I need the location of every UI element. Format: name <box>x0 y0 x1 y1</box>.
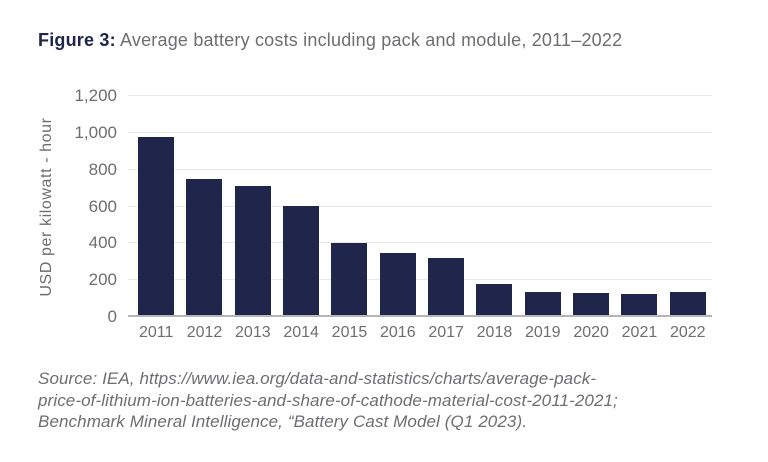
x-tick-label: 2021 <box>621 324 658 341</box>
figure-title: Figure 3: Average battery costs includin… <box>38 30 622 51</box>
gridline <box>128 95 712 96</box>
x-tick-label: 2012 <box>186 324 223 341</box>
y-axis-title: USD per kilowatt - hour <box>38 117 55 297</box>
y-tick-label: 400 <box>88 233 117 253</box>
source-line: Benchmark Mineral Intelligence, “Battery… <box>38 412 528 431</box>
figure-title-text: Average battery costs including pack and… <box>115 30 623 50</box>
bar-slot <box>567 96 615 317</box>
bar-slot <box>664 96 712 317</box>
gridline <box>128 279 712 281</box>
bar-slot <box>374 96 422 317</box>
bar-slot <box>470 96 518 317</box>
bar-2017 <box>428 258 465 317</box>
bar-slot <box>615 96 663 317</box>
bar-2011 <box>138 136 175 317</box>
x-axis-labels: 2011 2012 2013 2014 2015 2016 2017 2018 2019 2020… <box>132 324 712 342</box>
source-line: Source: IEA, https://www.iea.org/data-an… <box>38 369 597 388</box>
gridline <box>128 242 712 244</box>
source-note: Source: IEA, https://www.iea.org/data-an… <box>38 368 618 433</box>
y-tick-label: 1,000 <box>74 122 117 142</box>
bar-slot <box>180 96 228 317</box>
bar-2012 <box>186 179 223 317</box>
bar-2018 <box>476 284 513 317</box>
x-tick-label: 2022 <box>669 324 706 341</box>
x-axis-line <box>128 315 712 317</box>
bar-slot <box>132 96 180 317</box>
gridline <box>128 205 712 207</box>
y-tick-label: 200 <box>88 270 117 290</box>
x-tick-label: 2020 <box>573 324 609 341</box>
x-tick-label: 2018 <box>476 324 513 341</box>
bar-2020 <box>573 293 610 317</box>
x-tick-label: 2014 <box>283 324 319 341</box>
bar-slot <box>422 96 470 317</box>
bar-series <box>132 96 712 317</box>
y-tick-label: 0 <box>107 307 117 326</box>
bar-slot <box>277 96 325 317</box>
bar-2015 <box>331 243 368 317</box>
y-tick-label: 600 <box>88 196 117 216</box>
bar-2021 <box>621 294 658 317</box>
y-tick-label: 1,200 <box>74 86 117 105</box>
x-tick-label: 2013 <box>235 324 271 341</box>
figure-number-label: Figure 3: <box>38 30 116 50</box>
gridline <box>128 131 712 133</box>
x-tick-label: 2015 <box>331 324 368 341</box>
bar-slot <box>229 96 277 317</box>
source-line: price-of-lithium-ion-batteries-and-share… <box>38 390 618 410</box>
bar-2014 <box>283 205 320 317</box>
bar-slot <box>519 96 567 317</box>
bar-2019 <box>524 291 561 317</box>
bar-slot <box>325 96 373 317</box>
bar-2013 <box>234 186 271 317</box>
bar-2016 <box>379 252 416 317</box>
x-tick-label: 2019 <box>524 324 561 341</box>
gridline <box>128 168 712 170</box>
bar-2022 <box>669 291 706 317</box>
x-tick-label: 2011 <box>138 324 174 341</box>
plot-area: 0 200 400 600 800 1,000 1,200 2011 2012 2013 2014… <box>74 86 712 341</box>
x-tick-label: 2017 <box>428 324 464 341</box>
x-tick-label: 2016 <box>380 324 416 341</box>
y-tick-label: 800 <box>88 159 117 179</box>
